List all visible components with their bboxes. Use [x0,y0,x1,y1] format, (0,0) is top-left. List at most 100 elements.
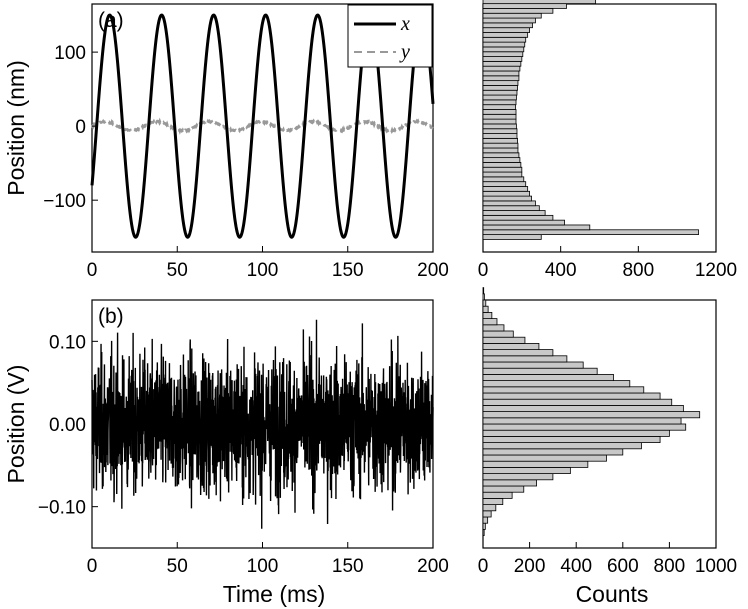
x-tick-label: 800 [654,556,686,577]
histogram-bar [483,474,553,480]
histogram-bar [483,124,516,129]
histogram-bar [483,186,528,191]
x-tick-label: 200 [514,556,546,577]
panel-b-label: (b) [98,305,124,328]
histogram-bar [483,114,516,119]
histogram-bar [483,374,613,380]
histogram-bar [483,362,583,368]
histogram-bar [483,461,588,467]
x-tick-label: 100 [247,260,279,281]
histogram-bar [483,449,623,455]
histogram-bar [483,57,522,62]
histogram-bar [483,143,518,148]
legend: x y [348,5,432,67]
x-tick-label: 50 [167,260,188,281]
histogram-bar [483,529,484,535]
panel-a-y-axis-title: Position (nm) [3,60,29,195]
histogram-bar [483,95,516,100]
histogram-bar [483,105,516,110]
x-tick-label: 800 [622,260,654,281]
panel-b-y-ticks: −0.10 0.00 0.10 [38,332,98,518]
histogram-bar [483,206,539,211]
histogram-bar [483,211,545,216]
histogram-bar [483,455,606,461]
histogram-bar [483,196,532,201]
histogram-bar [483,42,525,47]
histogram-bar [483,306,488,312]
histogram-bar [483,201,535,206]
panel-b-series-layer [92,320,433,529]
histogram-bar [483,220,565,225]
x-tick-label: 0 [478,556,489,577]
panel-a-x-ticks: 0 50 100 150 200 [87,246,449,281]
x-tick-label: 0 [478,260,489,281]
panel-a-position-time-trace: 0 50 100 150 200 −1000100 (a) Position (nm) … [3,4,449,281]
y-tick-label: −0.10 [38,498,86,519]
histogram-bar [483,8,553,13]
histogram-bar [483,319,497,325]
histogram-bar [483,523,485,529]
histogram-bar [483,109,516,114]
histogram-bar [483,418,681,424]
histogram-bar [483,119,516,124]
histogram-bar [483,443,641,449]
histogram-bar [483,18,535,23]
histogram-bar [483,399,672,405]
panel-a-histogram: 0 400 800 1200 [478,0,737,281]
histogram-bar [483,505,496,511]
histogram-bar [483,424,686,430]
histogram-bar [483,511,491,517]
histogram-bar [483,134,517,139]
legend-box [348,5,432,67]
x-tick-label: 200 [417,260,449,281]
panel-a-histogram-bars [483,0,699,239]
histogram-bar [483,33,528,38]
histogram-bar [483,225,590,230]
histogram-bar [483,47,524,52]
legend-label-y: y [399,41,410,63]
histogram-bar [483,23,533,28]
x-tick-label: 50 [167,556,188,577]
legend-label-x: x [400,13,410,35]
histogram-bar [483,412,700,418]
histogram-bar [483,230,699,235]
histogram-bar [483,343,539,349]
histogram-bar [483,191,530,196]
x-tick-label: 200 [417,556,449,577]
histogram-bar [483,4,566,9]
panel-b-x-axis-title: Time (ms) [223,581,326,607]
y-tick-label: −100 [43,191,86,212]
y-tick-label: 100 [54,43,86,64]
histogram-bar [483,85,518,90]
histogram-bar [483,294,484,300]
histogram-bar [483,52,523,57]
histogram-bar [483,387,644,393]
x-tick-label: 1000 [695,556,737,577]
histogram-bar [483,28,530,33]
histogram-bar [483,153,519,158]
panel-b-histogram: 0 200 400 600 800 1000 Counts [478,288,737,607]
histogram-bar [483,90,517,95]
panel-b-x-ticks: 0 50 100 150 200 [87,542,449,577]
histogram-bar [483,331,513,337]
histogram-bar [483,215,553,220]
x-tick-label: 1200 [695,260,737,281]
x-tick-label: 0 [87,556,98,577]
x-tick-label: 150 [332,260,364,281]
histogram-bar [483,0,596,4]
histogram-bar [483,172,522,177]
histogram-bar [483,162,521,167]
x-tick-label: 400 [560,556,592,577]
panel-b-histogram-bars [483,288,700,536]
histogram-bar [483,13,541,18]
panel-a-y-ticks: −100 0 100 [43,43,98,212]
histogram-bar [483,76,519,81]
histogram-bar [483,405,683,411]
histogram-bar [483,148,518,153]
histogram-bar [483,182,526,187]
panel-b-histogram-x-axis-title: Counts [576,581,649,607]
histogram-bar [483,498,503,504]
histogram-bar [483,436,660,442]
series-line-voltage [92,320,433,529]
